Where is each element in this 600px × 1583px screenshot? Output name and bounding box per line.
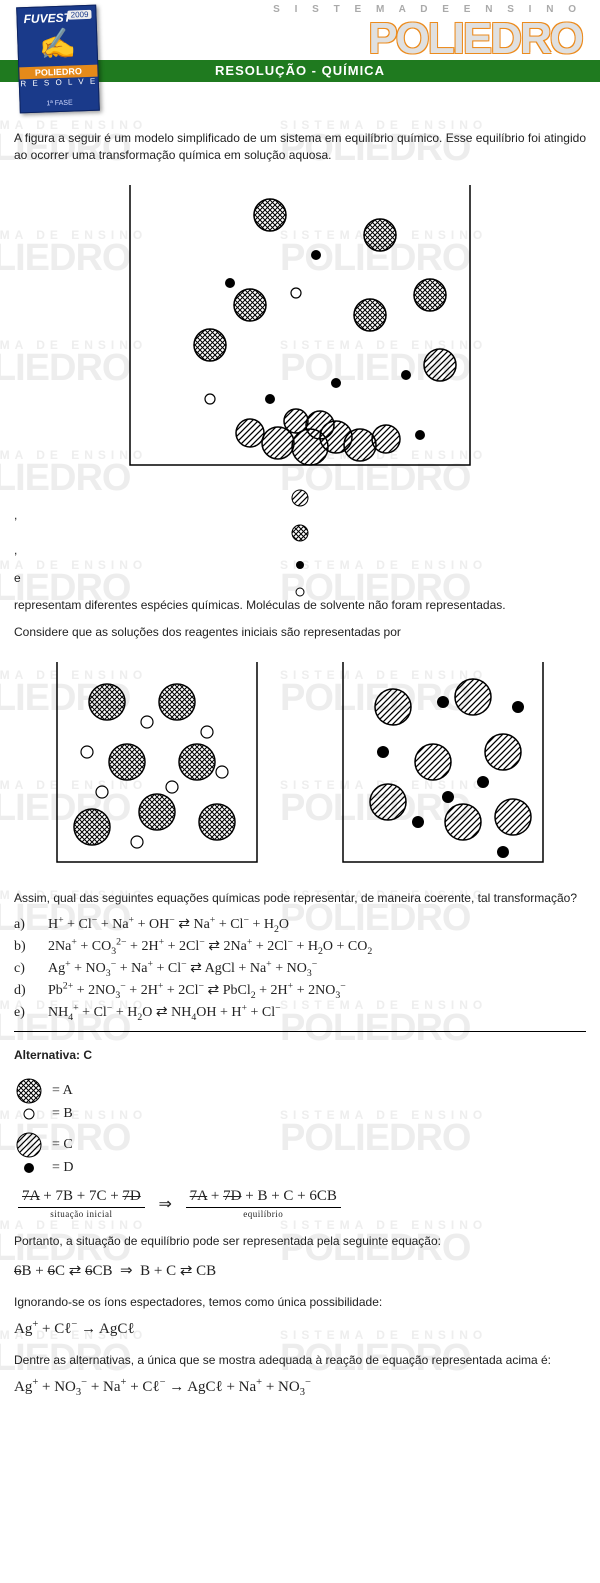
brand-logo: POLIEDRO [368, 14, 582, 64]
count-equation: 7A + 7B + 7C + 7D situação inicial ⇒ 7A … [14, 1188, 586, 1219]
species-legend: = A = B = C = D [14, 1078, 586, 1176]
alt-a-label: a) [14, 917, 48, 933]
legend-a: = A [52, 1083, 73, 1099]
legend-b: = B [52, 1106, 73, 1122]
page-header: S I S T E M A D E E N S I N O POLIEDRO R… [0, 0, 600, 120]
eq-full: Ag+ + NO3− + Na+ + Cℓ− → AgCℓ + Na+ + NO… [14, 1379, 586, 1396]
alt-d-eq: Pb2+ + 2NO3− + 2H+ + 2Cl− ⇄ PbCl2 + 2H+ … [48, 983, 346, 999]
divider [14, 1031, 586, 1032]
reagent-beakers [14, 652, 586, 872]
legend-d: = D [52, 1160, 74, 1176]
intro-text: A figura a seguir é um modelo simplifica… [14, 130, 586, 165]
explain-1: Portanto, a situação de equilíbrio pode … [14, 1233, 586, 1250]
question-text: Assim, qual das seguintes equações quími… [14, 890, 586, 907]
alt-a-eq: H+ + Cl− + Na+ + OH− ⇄ Na+ + Cl− + H2O [48, 917, 289, 933]
alt-c-label: c) [14, 961, 48, 977]
alt-e-label: e) [14, 1005, 48, 1021]
badge-foot: 1ª FASE [20, 99, 98, 109]
exam-badge: FUVEST 2009 ✍ POLIEDRO R E S O L V E 1ª … [16, 5, 100, 114]
answer-label: Alternativa: C [14, 1048, 586, 1062]
eq-net: Ag+ + Cℓ− → AgCℓ [14, 1321, 586, 1338]
badge-icon: ✍ [18, 26, 97, 64]
alt-b-label: b) [14, 939, 48, 955]
reagents-intro: Considere que as soluções dos reagentes … [14, 624, 586, 641]
main-beaker [14, 175, 586, 475]
alternatives: a)H+ + Cl− + Na+ + OH− ⇄ Na+ + Cl− + H2O… [14, 917, 586, 1021]
explain-2: Ignorando-se os íons espectadores, temos… [14, 1294, 586, 1311]
badge-year: 2009 [68, 10, 92, 20]
alt-c-eq: Ag+ + NO3− + Na+ + Cl− ⇄ AgCl + Na+ + NO… [48, 961, 317, 977]
alt-d-label: d) [14, 983, 48, 999]
alt-e-eq: NH4+ + Cl− + H2O ⇄ NH4OH + H+ + Cl− [48, 1005, 281, 1021]
legend-note: , , e representam diferentes espécies qu… [14, 489, 586, 615]
explain-3: Dentre as alternativas, a única que se m… [14, 1352, 586, 1369]
alt-b-eq: 2Na+ + CO32− + 2H+ + 2Cl− ⇄ 2Na+ + 2Cl− … [48, 939, 372, 955]
badge-sub: R E S O L V E [20, 77, 98, 89]
legend-c: = C [52, 1137, 73, 1153]
eq-cancel: 6B + 6C ⇄ 6CB ⇒ B + C ⇄ CB [14, 1261, 586, 1280]
